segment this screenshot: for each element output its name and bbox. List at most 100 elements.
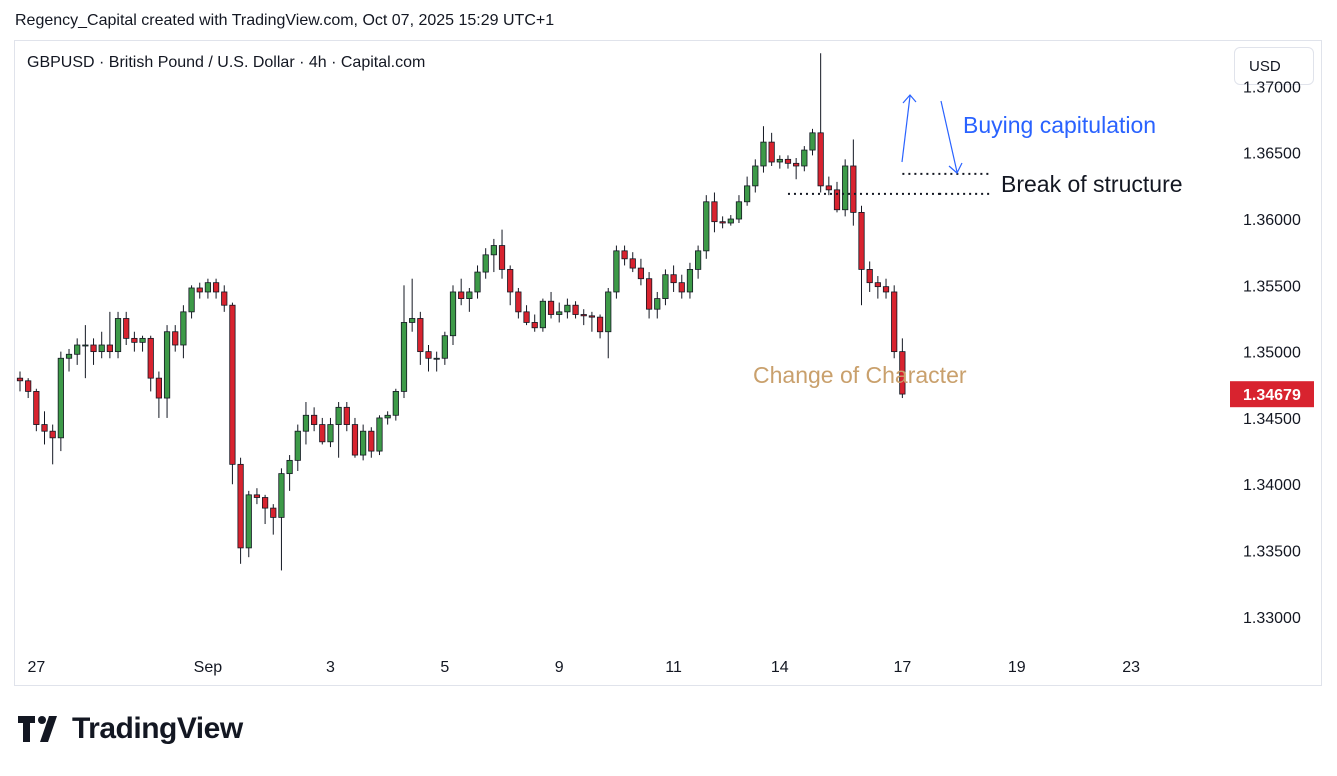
candle-body xyxy=(580,314,587,317)
candle-body xyxy=(474,271,481,293)
candle xyxy=(188,285,195,319)
candle xyxy=(629,252,636,273)
candle xyxy=(16,371,24,392)
candle-body xyxy=(547,300,555,315)
candle-body xyxy=(662,274,669,299)
candle xyxy=(882,278,890,299)
candle xyxy=(498,229,506,279)
candle xyxy=(719,216,726,229)
y-tick-label: 1.36000 xyxy=(1243,212,1301,229)
candle-body xyxy=(776,158,783,163)
candle-body xyxy=(237,463,244,549)
candle xyxy=(33,388,40,432)
candle xyxy=(596,314,604,339)
candle-body xyxy=(637,267,645,280)
candle xyxy=(801,146,808,172)
y-tick-label: 1.34500 xyxy=(1243,411,1301,428)
candle xyxy=(482,248,489,279)
candle xyxy=(49,424,56,465)
candle xyxy=(319,417,326,445)
candle xyxy=(253,488,261,505)
candle-body xyxy=(360,430,367,456)
candle xyxy=(65,348,73,372)
candle xyxy=(229,302,236,485)
candle-body xyxy=(670,274,677,284)
candle-body xyxy=(204,282,212,293)
candle xyxy=(441,331,448,365)
candle-body xyxy=(539,300,546,329)
candle-body xyxy=(752,165,759,187)
candle-body xyxy=(392,391,399,416)
candle xyxy=(376,415,383,456)
candle-body xyxy=(727,218,734,224)
x-tick-label: Sep xyxy=(194,659,223,676)
candle xyxy=(515,287,522,319)
candle xyxy=(490,238,497,273)
candle xyxy=(114,311,122,359)
candle-body xyxy=(760,141,767,167)
candle xyxy=(294,424,301,471)
candle xyxy=(605,287,612,359)
chart-frame xyxy=(14,40,1322,686)
candle-body xyxy=(131,337,138,343)
candle xyxy=(41,411,48,445)
candle xyxy=(874,276,881,299)
candle xyxy=(384,411,391,425)
candle-body xyxy=(343,406,350,425)
tradingview-logo[interactable]: TradingView xyxy=(18,712,243,746)
y-tick-label: 1.36500 xyxy=(1243,146,1301,163)
candle-body xyxy=(319,424,326,443)
candle-body xyxy=(482,254,489,273)
candle-body xyxy=(695,250,702,270)
candle xyxy=(360,424,367,461)
candle-body xyxy=(588,315,596,318)
candle xyxy=(98,331,105,359)
candle xyxy=(433,351,440,372)
candle xyxy=(899,338,906,399)
candle xyxy=(621,245,628,266)
candle xyxy=(727,215,734,226)
candle xyxy=(25,378,32,399)
candle xyxy=(204,278,212,299)
y-axis: 1.37000 1.36500 1.36000 1.35500 1.35000 1.345… xyxy=(1230,79,1314,627)
up-arrow-head xyxy=(902,94,917,104)
candle-body xyxy=(433,357,440,360)
candle-body xyxy=(809,132,816,151)
tradingview-logo-icon xyxy=(18,716,57,742)
chart-attribution: Regency_Capital created with TradingView… xyxy=(15,12,555,29)
candle-body xyxy=(155,377,162,399)
candle xyxy=(507,265,514,306)
candle-body xyxy=(368,430,375,452)
symbol-description: GBPUSD · British Pound / U.S. Dollar · 4… xyxy=(27,54,426,71)
candle-body xyxy=(654,298,661,310)
change-of-character-label: Change of Character xyxy=(753,362,967,388)
candle xyxy=(776,155,783,169)
candle xyxy=(449,285,457,345)
candle-body xyxy=(817,132,824,187)
x-tick-label: 5 xyxy=(440,659,449,676)
candle-body xyxy=(621,250,628,260)
candle xyxy=(278,468,285,571)
candle-body xyxy=(613,250,620,293)
candle xyxy=(123,311,130,345)
currency-button[interactable]: USD xyxy=(1234,47,1314,85)
candle-body xyxy=(376,417,383,452)
candle xyxy=(196,282,203,299)
candle xyxy=(270,504,277,535)
candle xyxy=(106,311,113,359)
candle xyxy=(547,291,555,319)
candle xyxy=(302,402,310,445)
last-price-label: 1.34679 xyxy=(1243,387,1301,404)
candle-body xyxy=(850,165,857,213)
candle-body xyxy=(572,304,579,315)
candles-layer xyxy=(16,53,906,571)
candle-body xyxy=(866,269,873,284)
candle-body xyxy=(858,211,865,270)
candle xyxy=(735,195,743,223)
candle xyxy=(237,457,244,564)
candle-body xyxy=(25,380,32,392)
candle-body xyxy=(16,377,24,382)
candle xyxy=(409,278,416,332)
candle-body xyxy=(400,322,408,392)
candle xyxy=(335,402,342,458)
